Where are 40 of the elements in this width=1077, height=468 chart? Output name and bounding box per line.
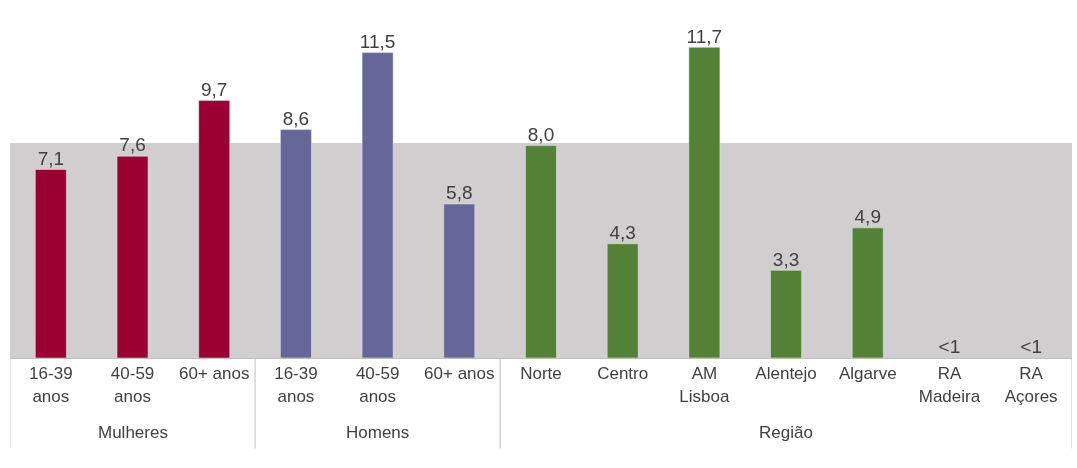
bar xyxy=(525,145,557,358)
data-label: 8,0 xyxy=(527,123,555,145)
data-label: 9,7 xyxy=(201,78,228,100)
data-label: 3,3 xyxy=(772,248,800,270)
x-tick-label: 40-59 anos xyxy=(110,364,155,406)
data-label: 11,7 xyxy=(686,25,723,47)
data-label: 4,9 xyxy=(854,206,881,228)
x-tick-label: RA Açores xyxy=(1004,364,1058,406)
text: <1 xyxy=(1020,336,1042,358)
bar xyxy=(116,155,149,358)
text: Região xyxy=(759,423,813,442)
data-label: 8,6 xyxy=(282,107,310,129)
x-tick-label: 16-39 anos xyxy=(29,364,73,406)
x-tick-label: AM Lisboa xyxy=(679,364,730,406)
x-tick-label: RA Madeira xyxy=(918,364,981,406)
x-tick-label: Centro xyxy=(597,364,649,384)
x-tick-label: Norte xyxy=(520,364,562,384)
x-tick-label: 16-39 anos xyxy=(274,364,318,406)
bar xyxy=(198,100,230,358)
x-tick-label: 40-59 anos xyxy=(355,364,400,406)
text: Homens xyxy=(346,423,410,442)
bar xyxy=(361,52,394,358)
bar xyxy=(280,129,312,358)
x-tick-label: Alentejo xyxy=(755,364,817,384)
x-tick-label: 60+ anos xyxy=(179,364,250,384)
bar xyxy=(688,47,721,358)
data-label: 7,6 xyxy=(119,134,146,156)
text: Mulheres xyxy=(98,423,168,442)
text: <1 xyxy=(938,336,961,358)
bar xyxy=(606,243,639,358)
x-tick-label: Algarve xyxy=(838,364,897,384)
bar xyxy=(852,227,884,358)
data-label: 5,8 xyxy=(446,182,473,204)
data-label: 4,3 xyxy=(609,222,636,244)
bar xyxy=(35,169,67,358)
bar xyxy=(770,270,802,358)
data-label: 11,5 xyxy=(359,30,396,52)
bar xyxy=(443,203,476,358)
data-label: 7,1 xyxy=(37,147,65,169)
x-tick-label: 60+ anos xyxy=(424,364,495,384)
